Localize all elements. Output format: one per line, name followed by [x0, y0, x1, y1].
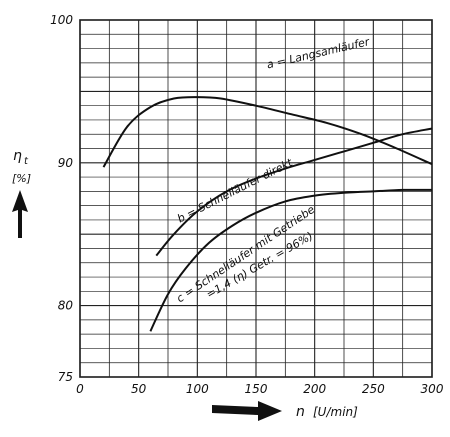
x-axis-title: n [U/min]: [212, 401, 358, 421]
x-tick-label: 150: [245, 382, 268, 396]
x-tick-label: 100: [186, 382, 209, 396]
curves: [102, 96, 433, 332]
series-line-a: [102, 96, 433, 168]
tick-labels: 0 50 100 150 200 250 300 75 80 90 100: [50, 13, 444, 396]
grid: [79, 19, 433, 378]
y-axis-title: η t [%]: [12, 148, 31, 238]
y-axis-arrow-icon: [12, 190, 28, 238]
y-axis-symbol: η: [13, 148, 22, 164]
x-tick-label: 200: [303, 382, 326, 396]
y-tick-label: 90: [58, 156, 74, 170]
y-tick-label: 80: [58, 299, 74, 313]
series-line-b: [155, 127, 433, 257]
x-axis-unit: [U/min]: [313, 405, 358, 419]
x-axis-arrow-icon: [212, 401, 282, 421]
x-tick-label: 0: [76, 382, 84, 396]
x-axis-symbol: n: [296, 404, 305, 420]
x-tick-label: 300: [421, 382, 444, 396]
curve-labels: a = Langsamläufer b = Schnelläufer direkt…: [174, 35, 372, 305]
y-tick-label: 75: [58, 370, 73, 384]
y-axis-subscript: t: [24, 156, 29, 167]
y-axis-unit: [%]: [12, 172, 31, 185]
curve-label-1: b = Schnelläufer direkt: [175, 156, 295, 226]
x-tick-label: 50: [131, 382, 147, 396]
x-tick-label: 250: [362, 382, 385, 396]
series-line-c: [149, 188, 433, 332]
curve-label-0: a = Langsamläufer: [265, 35, 372, 72]
y-tick-label: 100: [50, 13, 73, 27]
